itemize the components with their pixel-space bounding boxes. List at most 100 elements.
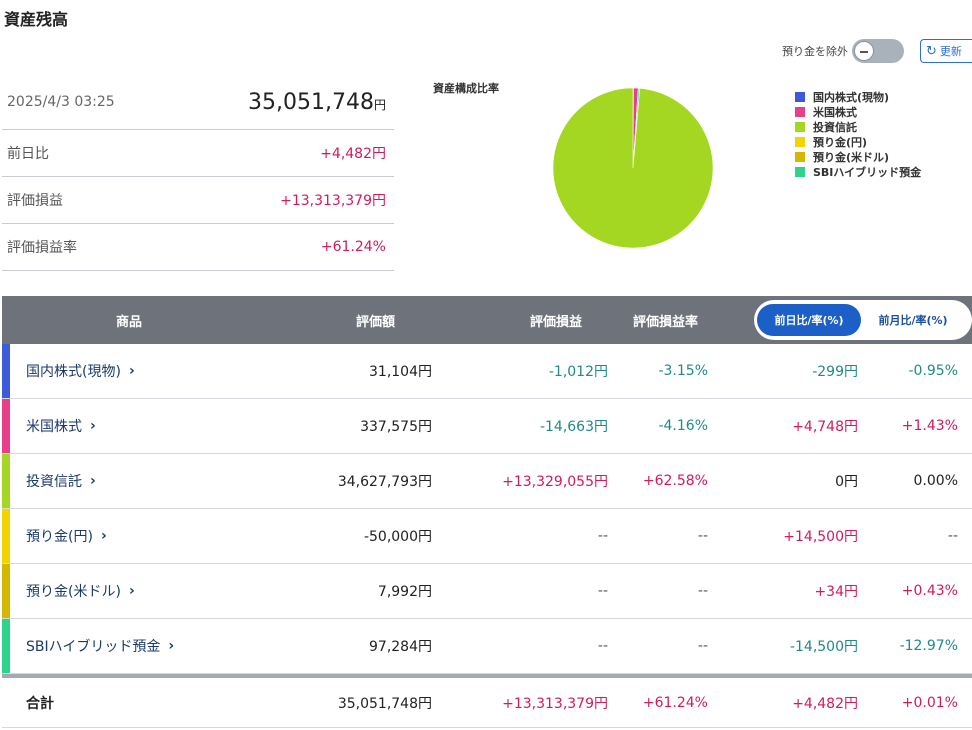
total-gain-rate: +61.24% xyxy=(642,694,708,711)
row-gain: -- xyxy=(597,583,608,599)
total-change-rate: +0.01% xyxy=(901,694,958,711)
refresh-icon: ↻ xyxy=(926,43,937,59)
table-row: 預り金(米ドル) › 7,992円 -- -- +34円 +0.43% xyxy=(2,564,972,619)
total-valuation: 35,051,748円 xyxy=(337,695,432,712)
legend-swatch xyxy=(795,121,805,132)
chevron-right-icon: › xyxy=(100,528,107,544)
total-label: 合計 xyxy=(26,695,54,712)
table-row: 預り金(円) › -50,000円 -- -- +14,500円 -- xyxy=(2,509,972,564)
table-total-row: 合計 35,051,748円 +13,313,379円 +61.24% +4,4… xyxy=(2,674,972,728)
row-product-link[interactable]: SBIハイブリッド預金 › xyxy=(26,638,175,655)
chevron-right-icon: › xyxy=(168,638,175,654)
row-product-link[interactable]: 預り金(米ドル) › xyxy=(26,583,135,600)
summary-value: +4,482円 xyxy=(320,146,386,162)
exclude-deposit-label: 預り金を除外 xyxy=(782,45,848,58)
header-gain-rate: 評価損益率 xyxy=(633,314,699,330)
row-change-rate: -12.97% xyxy=(899,638,958,654)
tab-month-change[interactable]: 前月比/率(%) xyxy=(878,314,948,327)
pie-chart xyxy=(551,86,715,250)
row-color-bar xyxy=(2,344,10,398)
header-valuation: 評価額 xyxy=(356,314,396,330)
row-valuation: 34,627,793円 xyxy=(337,474,432,490)
row-gain-rate: -4.16% xyxy=(658,418,708,434)
tab-day-change[interactable]: 前日比/率(%) xyxy=(757,304,861,336)
summary-day-change-row: 前日比 +4,482円 xyxy=(2,130,394,177)
exclude-deposit-toggle[interactable] xyxy=(852,39,904,63)
row-color-bar xyxy=(2,509,10,563)
summary-label: 前日比 xyxy=(7,146,49,162)
pie-chart-title: 資産構成比率 xyxy=(433,82,499,95)
summary-value: +61.24% xyxy=(320,239,386,255)
legend-label: 国内株式(現物) xyxy=(813,90,890,104)
row-gain-rate: -- xyxy=(697,528,708,544)
top-controls: 預り金を除外 ↻ 更新 xyxy=(782,38,972,64)
row-product-link[interactable]: 預り金(円) › xyxy=(26,528,107,545)
summary-total-value: 35,051,748円 xyxy=(248,89,386,115)
row-gain: -1,012円 xyxy=(548,364,608,380)
header-gain: 評価損益 xyxy=(530,314,583,330)
total-gain: +13,313,379円 xyxy=(502,695,608,712)
legend-item: 預り金(円) xyxy=(795,134,921,149)
legend-label: 預り金(円) xyxy=(813,135,868,149)
row-change: +14,500円 xyxy=(783,529,858,545)
legend-swatch xyxy=(795,151,805,162)
legend-item: 預り金(米ドル) xyxy=(795,149,921,164)
legend-label: SBIハイブリッド預金 xyxy=(813,165,922,179)
legend-item: 投資信託 xyxy=(795,119,921,134)
row-color-bar xyxy=(2,619,10,673)
row-change: +4,748円 xyxy=(792,419,858,435)
legend-label: 投資信託 xyxy=(813,120,857,134)
toggle-knob xyxy=(854,41,874,61)
row-color-bar xyxy=(2,564,10,618)
summary-label: 評価損益率 xyxy=(7,240,77,256)
legend-item: 国内株式(現物) xyxy=(795,89,921,104)
row-gain: -14,663円 xyxy=(539,419,608,435)
total-change: +4,482円 xyxy=(792,695,858,712)
legend-swatch xyxy=(795,91,805,102)
row-valuation: 31,104円 xyxy=(369,364,432,380)
row-change-rate: 0.00% xyxy=(913,473,958,489)
table-header: 商品 評価額 評価損益 評価損益率 前日比/率(%) 前月比/率(%) xyxy=(2,296,972,344)
row-color-bar xyxy=(2,454,10,508)
table-row: SBIハイブリッド預金 › 97,284円 -- -- -14,500円 -12.… xyxy=(2,619,972,674)
summary-label: 評価損益 xyxy=(7,193,63,209)
legend-label: 米国株式 xyxy=(813,105,857,119)
legend-item: 米国株式 xyxy=(795,104,921,119)
summary-value: +13,313,379円 xyxy=(280,193,386,209)
row-change: +34円 xyxy=(814,584,858,600)
row-product-link[interactable]: 米国株式 › xyxy=(26,418,96,435)
row-valuation: 7,992円 xyxy=(377,584,432,600)
table-row: 米国株式 › 337,575円 -14,663円 -4.16% +4,748円 +… xyxy=(2,399,972,454)
row-gain-rate: +62.58% xyxy=(642,473,708,489)
row-change: -299円 xyxy=(812,364,858,380)
refresh-label: 更新 xyxy=(939,45,962,58)
summary-panel: 2025/4/3 03:25 35,051,748円 前日比 +4,482円 評… xyxy=(2,75,394,271)
summary-total-row: 2025/4/3 03:25 35,051,748円 xyxy=(2,75,394,130)
row-gain: +13,329,055円 xyxy=(502,474,608,490)
row-valuation: -50,000円 xyxy=(363,529,432,545)
summary-gain-rate-row: 評価損益率 +61.24% xyxy=(2,224,394,271)
asset-table: 商品 評価額 評価損益 評価損益率 前日比/率(%) 前月比/率(%) 国内株式… xyxy=(2,296,972,728)
page-title: 資産残高 xyxy=(4,10,69,29)
row-product-link[interactable]: 投資信託 › xyxy=(26,473,96,490)
legend-item: SBIハイブリッド預金 xyxy=(795,164,921,179)
legend-swatch xyxy=(795,106,805,117)
chevron-right-icon: › xyxy=(90,473,96,489)
row-gain: -- xyxy=(597,638,608,654)
row-change: 0円 xyxy=(835,474,858,490)
row-change-rate: +1.43% xyxy=(901,418,958,434)
period-switch: 前日比/率(%) 前月比/率(%) xyxy=(754,300,972,340)
pie-slice xyxy=(552,87,714,249)
row-change-rate: +0.43% xyxy=(901,583,958,599)
row-valuation: 337,575円 xyxy=(360,419,432,435)
chevron-right-icon: › xyxy=(128,583,135,599)
row-gain-rate: -- xyxy=(697,638,708,654)
legend-swatch xyxy=(795,166,805,177)
row-product-link[interactable]: 国内株式(現物) › xyxy=(26,363,135,380)
pie-chart-svg xyxy=(552,87,714,249)
refresh-button[interactable]: ↻ 更新 xyxy=(920,39,972,63)
row-gain-rate: -- xyxy=(697,583,708,599)
summary-datetime: 2025/4/3 03:25 xyxy=(7,94,115,110)
summary-gain-row: 評価損益 +13,313,379円 xyxy=(2,177,394,224)
row-change-rate: -0.95% xyxy=(908,363,958,379)
